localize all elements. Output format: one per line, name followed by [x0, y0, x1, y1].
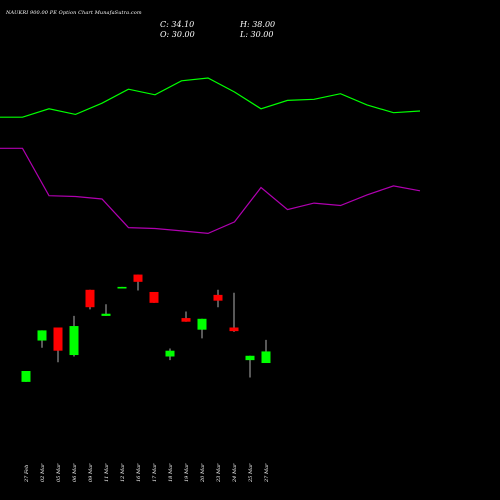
chart-title: NAUKRI 900.00 PE Option Chart MunafaSutr… — [6, 10, 142, 16]
x-tick-label: 12 Mar — [120, 463, 126, 482]
low-value: L: 30.00 — [240, 30, 274, 39]
candle-body-2 — [53, 327, 63, 351]
candle-body-10 — [181, 318, 191, 322]
candle-body-0 — [21, 371, 31, 382]
x-tick-label: 25 Mar — [248, 463, 254, 483]
candle-body-5 — [101, 313, 111, 316]
candle-body-11 — [197, 318, 207, 330]
candle-body-4 — [85, 289, 95, 308]
candle-body-1 — [37, 330, 47, 341]
candle-body-9 — [165, 350, 175, 357]
candle-body-12 — [213, 294, 223, 301]
candle-body-8 — [149, 291, 159, 303]
x-tick-label: 23 Mar — [216, 463, 222, 483]
x-tick-label: 17 Mar — [152, 463, 158, 482]
candle-body-3 — [69, 326, 79, 356]
candle-body-13 — [229, 327, 239, 332]
high-value: H: 38.00 — [240, 20, 276, 29]
upper-indicator-line — [0, 77, 421, 118]
x-tick-label: 06 Mar — [72, 463, 78, 482]
x-tick-label: 27 Feb — [24, 465, 30, 483]
candle-body-7 — [133, 274, 143, 282]
x-tick-label: 09 Mar — [88, 463, 94, 482]
candle-body-6 — [117, 286, 127, 289]
x-tick-label: 27 Mar — [264, 463, 270, 483]
open-value: O: 30.00 — [160, 30, 195, 39]
candle-body-15 — [261, 351, 271, 364]
lower-indicator-line — [0, 147, 421, 235]
close-value: C: 34.10 — [160, 20, 195, 29]
x-tick-label: 18 Mar — [168, 463, 174, 482]
x-tick-label: 20 Mar — [200, 463, 206, 483]
x-tick-label: 19 Mar — [184, 463, 190, 482]
x-tick-label: 02 Mar — [40, 463, 46, 482]
x-tick-label: 16 Mar — [136, 463, 142, 482]
candle-body-14 — [245, 355, 255, 361]
x-tick-label: 24 Mar — [232, 463, 238, 483]
x-tick-label: 05 Mar — [56, 463, 62, 482]
x-tick-label: 11 Mar — [104, 463, 110, 482]
